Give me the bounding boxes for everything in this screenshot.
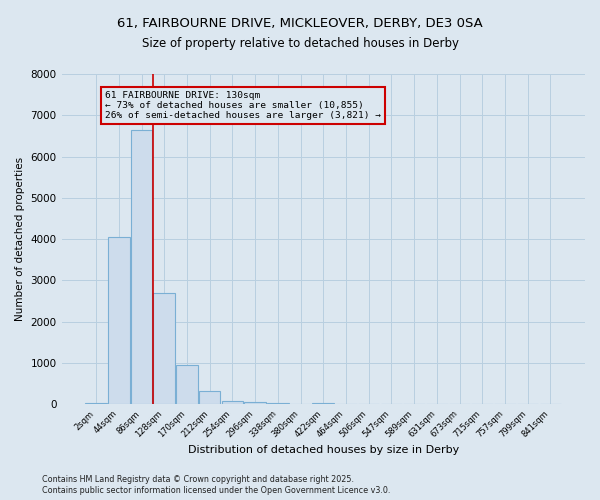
Y-axis label: Number of detached properties: Number of detached properties [15,157,25,321]
Bar [313,403,334,404]
Bar [176,365,198,404]
Bar [131,130,152,404]
Text: Size of property relative to detached houses in Derby: Size of property relative to detached ho… [142,38,458,51]
Text: Contains HM Land Registry data © Crown copyright and database right 2025.: Contains HM Land Registry data © Crown c… [42,474,354,484]
Bar [199,391,220,404]
Bar [85,403,107,404]
Text: Contains public sector information licensed under the Open Government Licence v3: Contains public sector information licen… [42,486,391,495]
X-axis label: Distribution of detached houses by size in Derby: Distribution of detached houses by size … [188,445,459,455]
Bar [244,402,266,404]
Bar [108,237,130,404]
Bar [221,401,243,404]
Text: 61 FAIRBOURNE DRIVE: 130sqm
← 73% of detached houses are smaller (10,855)
26% of: 61 FAIRBOURNE DRIVE: 130sqm ← 73% of det… [105,90,381,120]
Bar [267,403,289,404]
Bar [154,292,175,404]
Text: 61, FAIRBOURNE DRIVE, MICKLEOVER, DERBY, DE3 0SA: 61, FAIRBOURNE DRIVE, MICKLEOVER, DERBY,… [117,18,483,30]
